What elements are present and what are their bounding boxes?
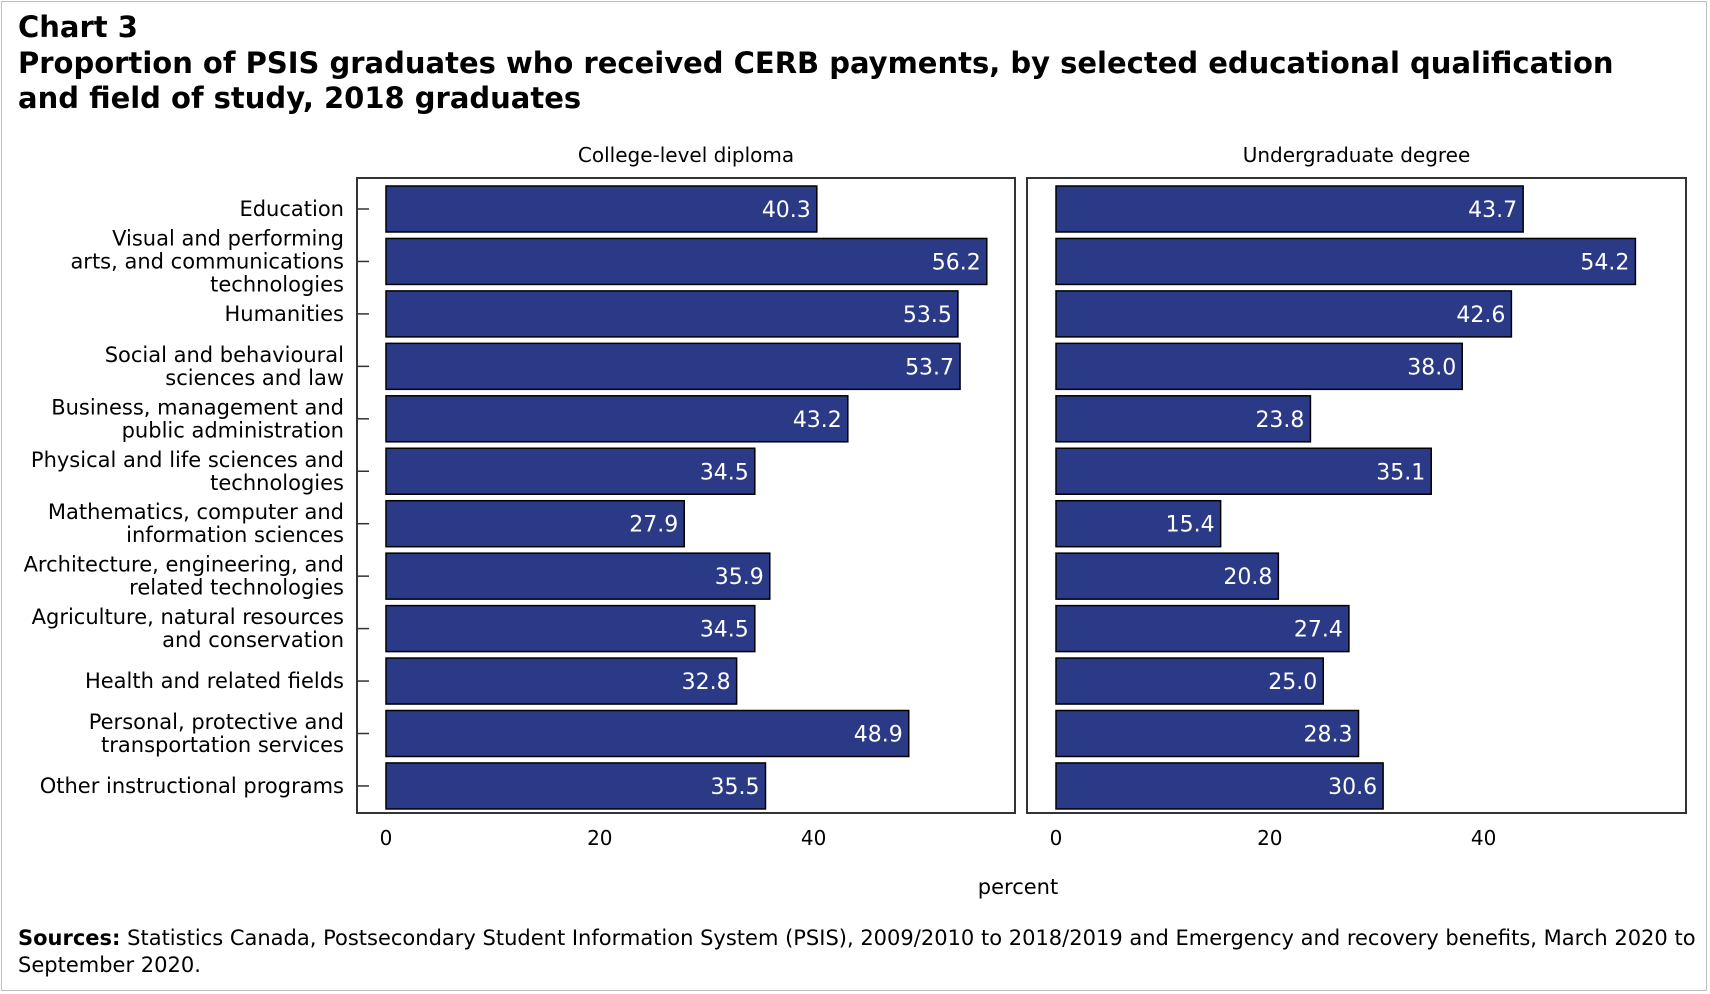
bar-value-label: 25.0 [1268, 670, 1317, 695]
x-axis-label: percent [978, 875, 1058, 899]
category-label: technologies [210, 272, 344, 296]
category-label: Personal, protective and [89, 710, 344, 734]
bar-value-label: 30.6 [1328, 775, 1377, 800]
bar-value-label: 27.9 [629, 513, 678, 538]
panel-title: Undergraduate degree [1243, 143, 1471, 167]
bar [1055, 237, 1637, 286]
bar [1055, 709, 1360, 758]
category-label: information sciences [126, 523, 344, 547]
bar [385, 342, 961, 391]
panel-box [1026, 177, 1687, 814]
bar [1055, 342, 1463, 391]
x-tick-label: 0 [1050, 826, 1063, 850]
sources-label: Sources: [18, 926, 121, 950]
category-label: arts, and communications [70, 249, 344, 273]
bar [1055, 185, 1524, 233]
bar-value-label: 27.4 [1294, 618, 1343, 643]
category-label: Architecture, engineering, and [24, 553, 344, 577]
sources-note: Sources: Statistics Canada, Postsecondar… [18, 925, 1698, 979]
bar [385, 762, 767, 810]
category-label: related technologies [129, 576, 344, 600]
bar [1055, 762, 1384, 810]
category-label: technologies [210, 471, 344, 495]
category-label: Humanities [225, 302, 345, 326]
bar [385, 604, 756, 653]
category-label: Education [239, 197, 344, 221]
x-tick-label: 20 [587, 826, 612, 850]
category-label: and conservation [162, 628, 344, 652]
bar [385, 657, 738, 705]
bar-value-label: 35.9 [715, 565, 764, 590]
bar-value-label: 53.5 [903, 303, 952, 328]
x-tick-label: 40 [801, 826, 826, 850]
bar-value-label: 32.8 [682, 670, 731, 695]
bar [385, 709, 910, 758]
bar [385, 237, 988, 286]
bar-value-label: 28.3 [1304, 723, 1353, 748]
category-label: Health and related fields [85, 669, 344, 693]
category-label: public administration [122, 418, 344, 442]
bar [385, 185, 818, 233]
bar-value-label: 54.2 [1580, 250, 1629, 275]
sources-text: Statistics Canada, Postsecondary Student… [18, 926, 1696, 977]
bar-value-label: 35.1 [1376, 460, 1425, 485]
bar [385, 290, 959, 338]
bar [1055, 552, 1280, 600]
category-label: Other instructional programs [40, 774, 344, 798]
bar-value-label: 34.5 [700, 460, 749, 485]
panel-title: College-level diploma [578, 143, 794, 167]
category-label: Mathematics, computer and [48, 500, 344, 524]
bar-value-label: 56.2 [932, 250, 981, 275]
chart-number: Chart 3 [18, 10, 138, 44]
x-tick-label: 0 [380, 826, 393, 850]
bar [385, 395, 849, 443]
bar-value-label: 38.0 [1407, 355, 1456, 380]
bar-value-label: 15.4 [1166, 513, 1215, 538]
category-label: Visual and performing [112, 226, 344, 250]
category-label: transportation services [101, 733, 344, 757]
bar-value-label: 34.5 [700, 618, 749, 643]
bar [1055, 447, 1432, 495]
bar-value-label: 43.7 [1468, 198, 1517, 223]
x-tick-label: 20 [1257, 826, 1282, 850]
bar [1055, 657, 1324, 705]
bar-value-label: 40.3 [762, 198, 811, 223]
bar-value-label: 20.8 [1223, 565, 1272, 590]
bar [385, 552, 771, 600]
bar [1055, 499, 1222, 548]
x-tick-label: 40 [1471, 826, 1496, 850]
bar-value-label: 42.6 [1456, 303, 1505, 328]
bar [1055, 395, 1312, 443]
bar-value-label: 43.2 [793, 408, 842, 433]
bar [1055, 290, 1513, 338]
bar [385, 499, 686, 548]
chart-title: Proportion of PSIS graduates who receive… [18, 46, 1614, 115]
category-label: Social and behavioural [105, 343, 344, 367]
bar-chart: College-level diploma 40.3 56.2 53.5 53.7 43.… [24, 143, 1687, 899]
category-label: Business, management and [51, 395, 344, 419]
category-label: sciences and law [165, 366, 344, 390]
bar-value-label: 53.7 [905, 355, 954, 380]
bar [1055, 604, 1350, 653]
bar-value-label: 48.9 [854, 723, 903, 748]
category-label: Physical and life sciences and [31, 448, 344, 472]
panel-box [356, 177, 1016, 814]
category-label: Agriculture, natural resources [32, 605, 344, 629]
bar-value-label: 35.5 [711, 775, 760, 800]
bar-value-label: 23.8 [1255, 408, 1304, 433]
bar [385, 447, 756, 495]
